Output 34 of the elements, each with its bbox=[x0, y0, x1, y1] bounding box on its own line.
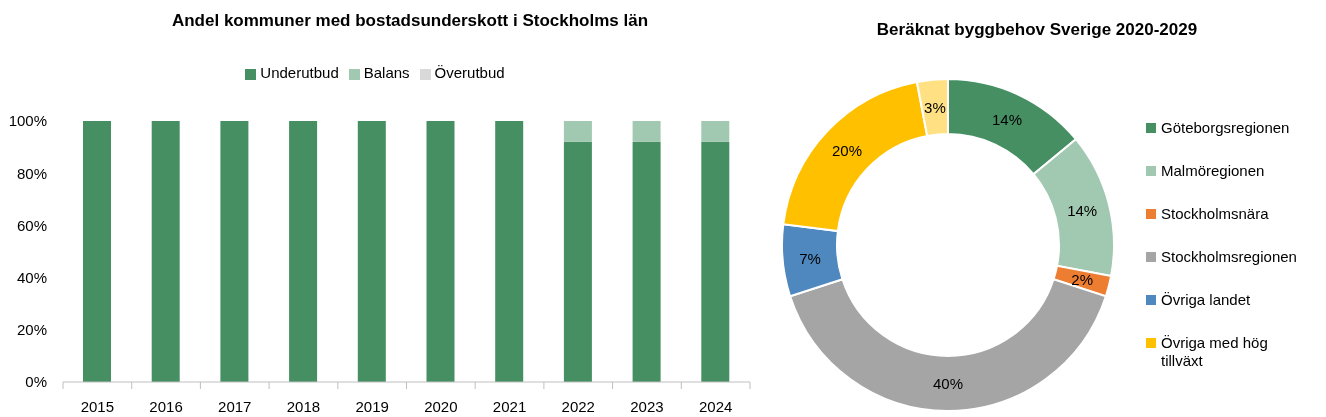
chart-title: Andel kommuner med bostadsunderskott i Stockholms län bbox=[170, 10, 650, 32]
legend-label: Stockholmsnära bbox=[1161, 205, 1270, 223]
data-label: 14% bbox=[991, 111, 1022, 129]
x-tick-label: 2024 bbox=[698, 398, 733, 415]
legend-label: Stockholmsregionen bbox=[1161, 248, 1298, 266]
y-tick-label: 100% bbox=[8, 112, 47, 130]
data-label: 2% bbox=[1071, 270, 1093, 288]
x-tick-label: 2022 bbox=[561, 398, 595, 415]
x-tick-label: 2016 bbox=[149, 398, 183, 415]
x-tick-label: 2020 bbox=[424, 398, 458, 415]
y-tick-label: 0% bbox=[25, 373, 47, 391]
data-label: 14% bbox=[1067, 202, 1098, 220]
y-tick-label: 60% bbox=[16, 216, 47, 234]
legend-label: Överutbud bbox=[434, 64, 505, 81]
legend-label: Göteborgsregionen bbox=[1161, 119, 1291, 137]
legend-label: Övriga landet bbox=[1161, 291, 1252, 309]
data-label: 20% bbox=[832, 141, 863, 159]
data-label: 7% bbox=[799, 249, 821, 267]
x-tick-label: 2021 bbox=[492, 398, 527, 415]
data-label: 3% bbox=[924, 98, 946, 116]
x-tick-label: 2015 bbox=[80, 398, 115, 415]
y-tick-label: 20% bbox=[16, 321, 47, 339]
chart-title: Beräknat byggbehov Sverige 2020-2029 bbox=[875, 19, 1199, 41]
legend-label: Malmöregionen bbox=[1161, 162, 1266, 180]
y-tick-label: 40% bbox=[16, 268, 47, 286]
x-tick-label: 2019 bbox=[355, 398, 389, 415]
y-tick-label: 80% bbox=[16, 164, 47, 182]
legend-label: Underutbud bbox=[260, 64, 339, 81]
x-tick-label: 2018 bbox=[286, 398, 321, 415]
x-tick-label: 2017 bbox=[218, 398, 252, 415]
x-tick-label: 2023 bbox=[630, 398, 664, 415]
legend-label: Balans bbox=[363, 64, 410, 81]
legend-label: Övriga med hög tillväxt bbox=[1161, 334, 1269, 370]
data-label: 40% bbox=[932, 375, 964, 392]
